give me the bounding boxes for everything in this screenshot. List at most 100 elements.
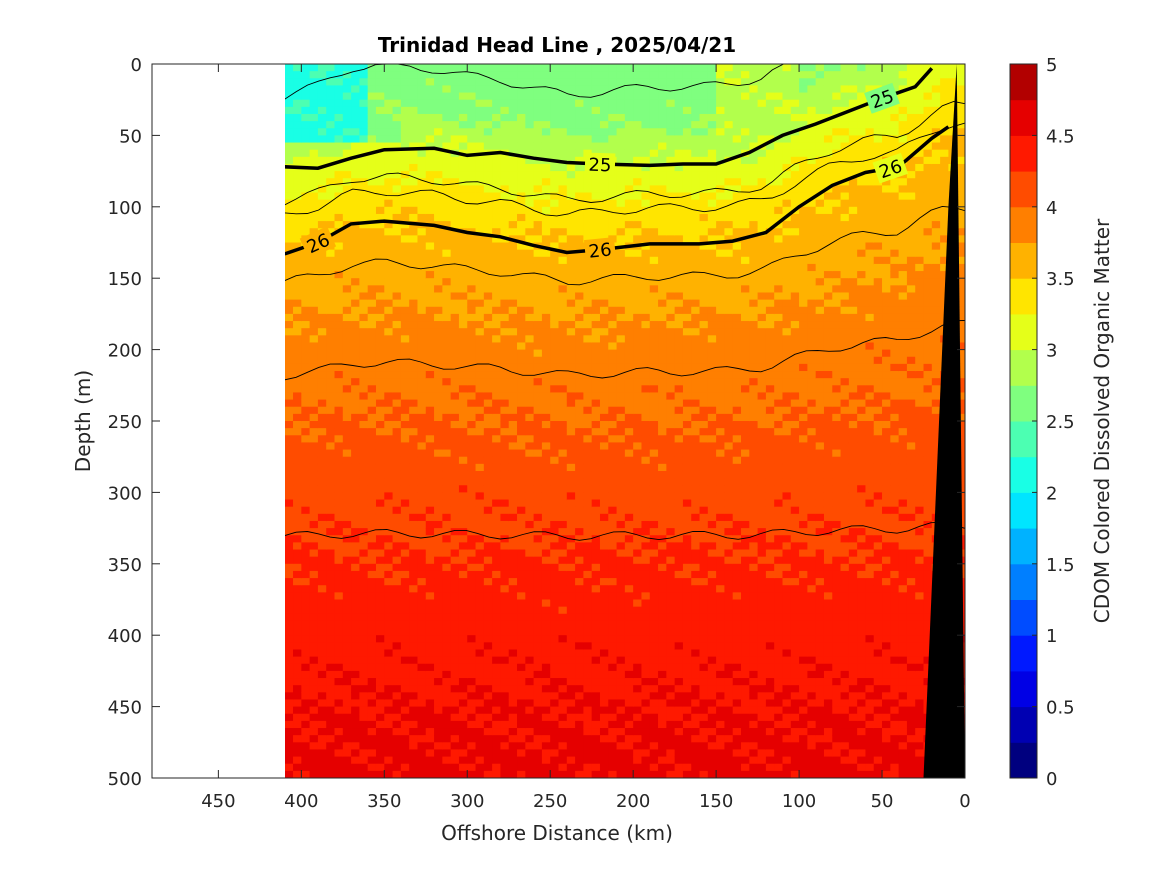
field-cell <box>483 542 493 551</box>
field-cell <box>359 570 369 579</box>
field-cell <box>309 492 319 501</box>
field-cell <box>525 692 535 701</box>
field-cell <box>375 670 385 679</box>
field-cell <box>517 128 526 136</box>
field-cell <box>442 699 452 708</box>
field-cell <box>624 106 634 115</box>
field-cell <box>575 71 584 79</box>
field-cell <box>575 699 584 708</box>
field-cell <box>633 720 643 729</box>
field-cell <box>442 242 452 251</box>
field-cell <box>417 720 427 729</box>
field-cell <box>658 349 667 358</box>
field-cell <box>285 371 294 379</box>
field-cell <box>591 656 601 665</box>
field-cell <box>417 156 427 165</box>
field-cell <box>599 192 609 201</box>
field-cell <box>475 770 485 778</box>
field-cell <box>375 742 385 751</box>
field-cell <box>467 506 477 515</box>
field-cell <box>309 628 319 636</box>
field-cell <box>508 585 518 593</box>
field-cell <box>384 528 394 536</box>
field-cell <box>641 442 651 451</box>
field-cell <box>525 199 535 208</box>
field-cell <box>409 728 419 736</box>
field-cell <box>425 313 435 322</box>
field-cell <box>458 728 468 736</box>
field-cell <box>475 620 485 629</box>
field-cell <box>575 313 584 322</box>
field-cell <box>293 670 302 679</box>
field-cell <box>492 142 502 151</box>
field-cell <box>359 406 369 415</box>
field-cell <box>533 128 543 136</box>
field-cell <box>458 670 468 679</box>
field-cell <box>492 213 502 222</box>
field-cell <box>434 756 443 765</box>
field-cell <box>400 278 410 286</box>
field-cell <box>500 142 510 151</box>
field-cell <box>658 292 667 301</box>
field-cell <box>483 528 493 536</box>
field-cell <box>633 228 643 236</box>
field-cell <box>326 406 336 415</box>
field-cell <box>334 178 344 186</box>
field-cell <box>467 542 477 551</box>
field-cell <box>550 121 560 129</box>
field-cell <box>375 221 385 229</box>
field-cell <box>317 378 327 386</box>
field-cell <box>342 385 352 394</box>
field-cell <box>342 649 352 658</box>
field-cell <box>417 213 427 222</box>
field-cell <box>326 256 336 265</box>
field-cell <box>351 363 360 372</box>
field-cell <box>599 456 609 465</box>
field-cell <box>384 599 394 608</box>
field-cell <box>591 192 601 201</box>
field-cell <box>566 642 576 651</box>
field-cell <box>450 720 460 729</box>
field-cell <box>392 249 402 258</box>
field-cell <box>359 113 369 122</box>
field-cell <box>575 342 584 351</box>
field-cell <box>342 449 352 458</box>
field-cell <box>450 735 460 743</box>
field-cell <box>616 685 626 693</box>
field-cell <box>458 678 468 686</box>
field-cell <box>566 78 576 87</box>
field-cell <box>392 578 402 586</box>
field-cell <box>633 628 643 636</box>
field-cell <box>525 142 535 151</box>
field-cell <box>450 635 460 643</box>
field-cell <box>599 528 609 536</box>
field-cell <box>434 335 443 344</box>
field-cell <box>674 349 684 358</box>
field-cell <box>666 371 676 379</box>
field-cell <box>458 156 468 165</box>
field-cell <box>293 92 302 101</box>
field-cell <box>641 763 651 772</box>
field-cell <box>359 592 369 601</box>
field-cell <box>359 399 369 408</box>
field-cell <box>517 71 526 79</box>
field-cell <box>649 242 659 251</box>
field-cell <box>293 221 302 229</box>
field-cell <box>417 520 427 529</box>
field-cell <box>624 321 634 329</box>
field-cell <box>616 728 626 736</box>
field-cell <box>558 363 568 372</box>
field-cell <box>285 399 294 408</box>
field-cell <box>351 728 360 736</box>
field-cell <box>558 692 568 701</box>
field-cell <box>434 720 443 729</box>
field-cell <box>599 278 609 286</box>
field-cell <box>641 71 651 79</box>
field-cell <box>566 485 576 493</box>
field-cell <box>641 256 651 265</box>
field-cell <box>317 285 327 294</box>
field-cell <box>450 206 460 215</box>
field-cell <box>409 378 419 386</box>
field-cell <box>533 163 543 172</box>
field-cell <box>525 542 535 551</box>
